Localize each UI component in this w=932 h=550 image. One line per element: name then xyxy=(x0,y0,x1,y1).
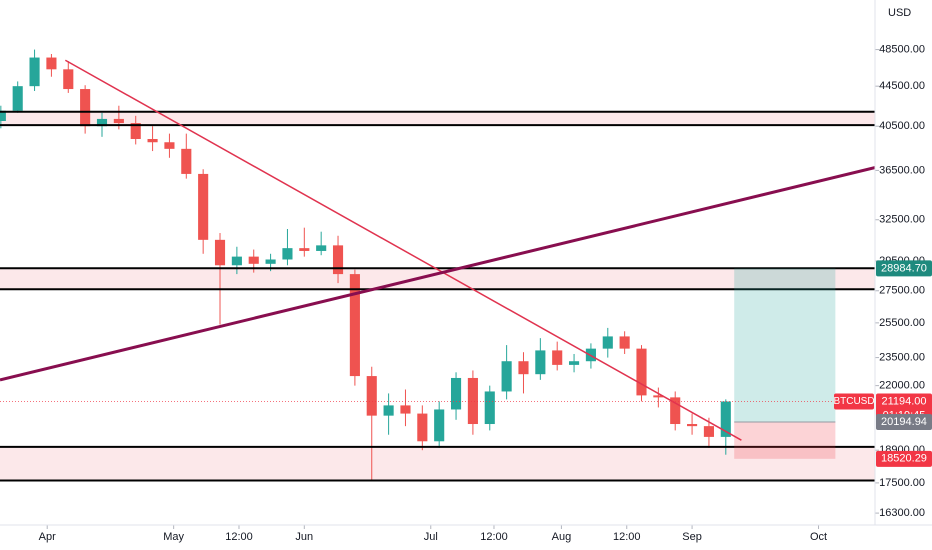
candle-body xyxy=(0,110,6,121)
candle-body xyxy=(653,395,664,398)
candle-body xyxy=(147,138,158,143)
candle-body xyxy=(248,256,259,264)
y-tick-label: 40500.00 xyxy=(879,120,925,132)
y-tick-label: 36500.00 xyxy=(879,164,925,176)
candle-body xyxy=(80,89,91,127)
x-tick-label: 12:00 xyxy=(480,531,508,543)
candle-body xyxy=(467,377,478,425)
candle-body xyxy=(501,361,512,392)
candle-body xyxy=(636,348,647,396)
candle-body xyxy=(63,69,74,90)
candle-body xyxy=(670,397,681,425)
candle-body xyxy=(687,424,698,427)
target-label: 28984.70 xyxy=(881,262,927,274)
entry-label: 20194.94 xyxy=(881,416,927,428)
y-tick-label: 27500.00 xyxy=(879,285,925,297)
candle-body xyxy=(703,426,714,437)
x-tick-label: Oct xyxy=(810,531,827,543)
x-tick-label: Jun xyxy=(295,531,313,543)
level-zone xyxy=(0,268,875,290)
y-tick-label: 44500.00 xyxy=(879,80,925,92)
candle-body xyxy=(214,239,226,266)
y-tick-label: 23500.00 xyxy=(879,351,925,363)
candle-body xyxy=(130,123,141,139)
loss-zone xyxy=(734,422,836,459)
candle-body xyxy=(164,142,175,149)
stop-label-bg xyxy=(876,450,932,467)
y-tick-label: 16300.00 xyxy=(879,507,925,519)
entry-label-bg xyxy=(876,414,932,431)
last-price-label: 21194.00 xyxy=(881,395,926,407)
y-tick-label: 32500.00 xyxy=(879,214,925,226)
candle-body xyxy=(299,248,310,251)
x-tick-label: Jul xyxy=(424,531,438,543)
candle-body xyxy=(231,256,242,266)
candle-body xyxy=(366,376,377,416)
trend-line xyxy=(64,59,742,441)
symbol-tag: BTCUSD xyxy=(833,396,874,407)
candle-body xyxy=(619,336,630,349)
candle-body xyxy=(450,377,462,410)
x-tick-label: Aug xyxy=(552,531,572,543)
candle-body xyxy=(46,57,57,70)
candle-body xyxy=(602,336,613,349)
target-label-bg xyxy=(876,260,932,277)
symbol-tag-bg xyxy=(834,393,874,410)
candle-body xyxy=(417,413,428,442)
candle-body xyxy=(316,245,327,251)
candle-body xyxy=(12,86,23,111)
candle-body xyxy=(569,361,580,365)
candle-body xyxy=(113,118,124,124)
candle-body xyxy=(720,401,731,437)
candle-body xyxy=(535,350,546,375)
x-tick-label: 12:00 xyxy=(225,531,253,543)
candle-body xyxy=(265,259,276,264)
candle-body xyxy=(181,148,192,174)
level-zone xyxy=(0,446,875,481)
candle-body xyxy=(29,57,40,87)
candle-body xyxy=(349,274,360,377)
candle-body xyxy=(518,361,529,375)
x-tick-label: Sep xyxy=(682,531,702,543)
currency-label: USD xyxy=(888,7,911,19)
candle-body xyxy=(400,405,411,414)
y-tick-label: 25500.00 xyxy=(879,317,925,329)
trend-line xyxy=(0,165,875,382)
candle-body xyxy=(198,173,209,240)
x-tick-label: Apr xyxy=(39,531,56,543)
x-tick-label: 12:00 xyxy=(613,531,641,543)
x-tick-label: May xyxy=(163,531,184,543)
y-tick-label: 17500.00 xyxy=(879,477,925,489)
candle-body xyxy=(332,245,344,275)
candle-body xyxy=(96,118,108,127)
y-tick-label: 22000.00 xyxy=(879,380,925,392)
candle-body xyxy=(552,350,563,365)
stop-label: 18520.29 xyxy=(881,453,927,465)
profit-zone xyxy=(734,268,836,423)
plot-area xyxy=(0,49,875,482)
y-tick-label: 48500.00 xyxy=(879,43,925,55)
candle-body xyxy=(282,248,293,260)
candle-body xyxy=(383,405,394,416)
level-zone xyxy=(0,111,875,126)
candle-body xyxy=(484,391,495,425)
candle-body xyxy=(434,409,445,442)
